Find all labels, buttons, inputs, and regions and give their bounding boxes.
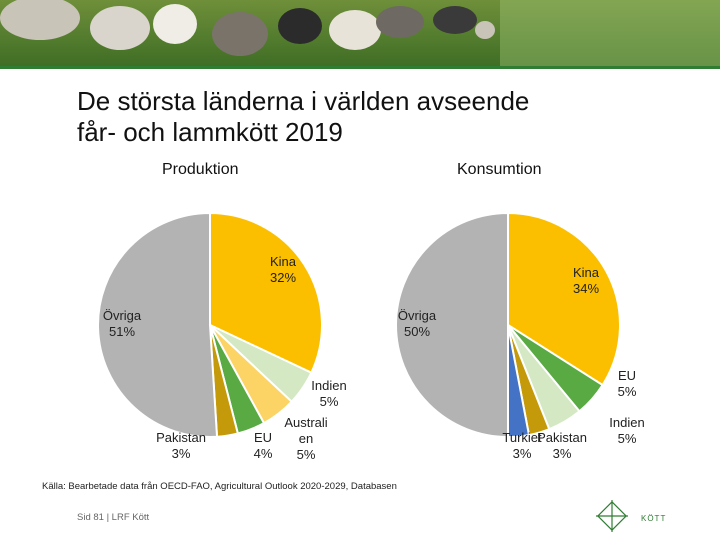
pie-1-slice-ovriga bbox=[395, 211, 509, 439]
pie-0-label-pakistan: Pakistan 3% bbox=[156, 430, 206, 461]
production-chart-title: Produktion bbox=[162, 161, 239, 178]
pie-1-label-turkiet: Turkiet 3% bbox=[502, 430, 542, 461]
pie-1-label-eu: EU 5% bbox=[618, 368, 637, 399]
pie-1-label-ovriga: Övriga 50% bbox=[398, 308, 437, 339]
consumption-chart-title: Konsumtion bbox=[457, 161, 542, 178]
footer-page-info: Sid 81 | LRF Kött bbox=[77, 512, 150, 523]
pie-0-label-ovriga: Övriga 51% bbox=[103, 308, 142, 339]
slide-title-line-2: får- och lammkött 2019 bbox=[77, 117, 343, 147]
logo-text: KÖTT bbox=[641, 514, 667, 523]
lrf-kott-logo bbox=[596, 500, 628, 532]
header-divider bbox=[0, 66, 720, 69]
pie-0-label-kina: Kina 32% bbox=[270, 254, 297, 285]
header-photo-sheep bbox=[0, 0, 720, 66]
pie-0-label-eu: EU 4% bbox=[254, 430, 273, 461]
pie-0-label-australien: Australi en 5% bbox=[284, 415, 327, 462]
pie-0-slice-kina bbox=[209, 211, 323, 375]
slide-title: De största länderna i världen avseende f… bbox=[77, 86, 637, 148]
source-note: Källa: Bearbetade data från OECD-FAO, Ag… bbox=[42, 481, 397, 492]
pie-0-label-indien: Indien 5% bbox=[311, 378, 346, 409]
pie-1-label-indien: Indien 5% bbox=[609, 415, 644, 446]
pie-1-label-kina: Kina 34% bbox=[573, 265, 600, 296]
slide-title-line-1: De största länderna i världen avseende bbox=[77, 86, 530, 116]
pie-1-label-pakistan: Pakistan 3% bbox=[537, 430, 587, 461]
pie-0-slice-ovriga bbox=[97, 211, 219, 438]
